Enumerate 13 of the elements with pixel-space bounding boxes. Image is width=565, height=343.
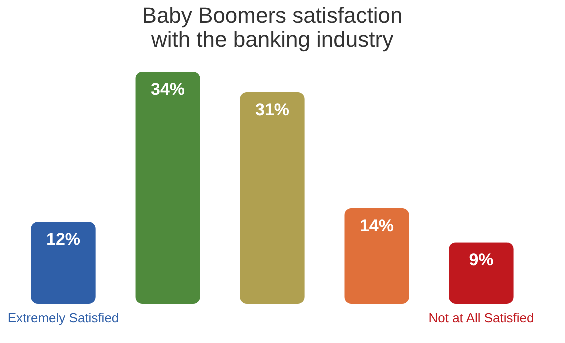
- bar: [240, 92, 305, 304]
- chart-title: Baby Boomers satisfaction with the banking industry: [142, 3, 403, 52]
- data-label: 14%: [360, 216, 394, 236]
- bar: [136, 72, 200, 304]
- x-tick-label: Not at All Satisfied: [428, 310, 534, 326]
- bar: [344, 208, 410, 304]
- data-label: 34%: [150, 80, 186, 99]
- data-label: 31%: [255, 100, 290, 120]
- x-tick-label: Extremely Satisfied: [8, 310, 120, 326]
- data-label: 9%: [469, 250, 494, 270]
- bar: [31, 222, 96, 304]
- bar: [449, 242, 514, 304]
- data-label: 12%: [46, 230, 81, 250]
